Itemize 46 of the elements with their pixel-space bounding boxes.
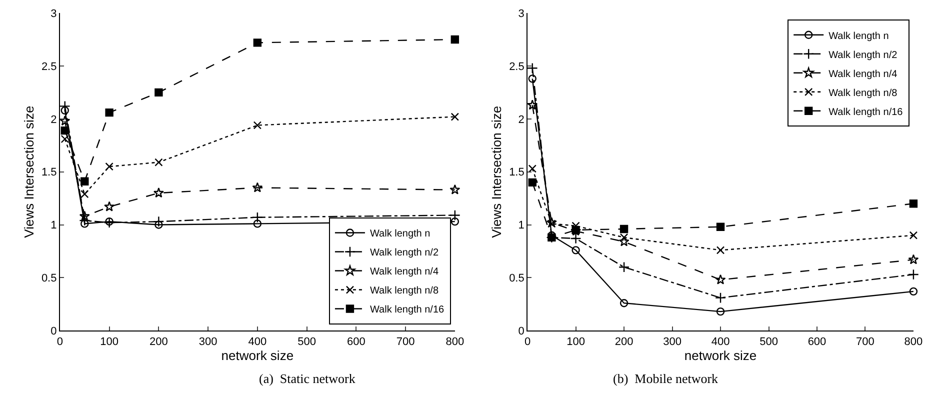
y-tick-label: 1.5: [509, 166, 524, 179]
legend-label: Walk length n/4: [828, 68, 898, 80]
x-tick-label: 300: [198, 336, 218, 348]
x-tick-label: 100: [100, 336, 118, 348]
y-tick-label: 1.5: [41, 166, 57, 179]
y-tick-label: 3: [518, 8, 524, 20]
x-tick-label: 300: [663, 336, 682, 348]
x-tick-label: 500: [298, 336, 316, 348]
text: (a) Static network: [259, 371, 356, 386]
legend-label: Walk length n/8: [828, 88, 898, 99]
legend-label: Walk length n/16: [370, 304, 445, 316]
y-tick-label: 3: [50, 8, 57, 20]
x-tick-label: 400: [711, 336, 730, 348]
legend-label: Walk length n/2: [828, 50, 898, 61]
x-tick-label: 200: [150, 336, 168, 348]
y-tick-label: 0.5: [41, 272, 57, 285]
y-tick-label: 2.5: [41, 60, 57, 73]
x-tick-label: 400: [248, 336, 267, 348]
x-tick-label: 700: [396, 336, 415, 348]
y-tick-label: 0.5: [509, 272, 524, 285]
x-tick-label: 600: [808, 336, 826, 348]
legend-label: Walk length n: [828, 30, 889, 42]
x-tick-label: 600: [347, 336, 366, 348]
legend-label: Walk length n/16: [828, 106, 904, 118]
y-tick-label: 2: [50, 114, 57, 126]
x-tick-label: 800: [446, 336, 464, 348]
x-tick-label: 200: [614, 336, 634, 348]
legend-label: Walk length n: [370, 228, 430, 240]
x-tick-label: 100: [566, 336, 585, 348]
x-axis-title: network size: [221, 348, 294, 363]
x-tick-label: 700: [856, 336, 874, 348]
y-tick-label: 1: [50, 220, 57, 232]
legend-label: Walk length n/8: [370, 286, 439, 297]
x-tick-label: 500: [760, 336, 778, 348]
y-tick-label: 0: [518, 325, 524, 338]
x-axis-title: network size: [684, 348, 757, 363]
y-axis-title: Views Intersection size: [489, 106, 504, 238]
y-tick-label: 1: [518, 220, 524, 232]
legend-label: Walk length n/4: [370, 266, 439, 278]
legend-label: Walk length n/2: [370, 248, 439, 259]
y-tick-label: 0: [50, 325, 57, 338]
x-tick-label: 800: [904, 336, 923, 348]
text: (b) Mobile network: [613, 371, 719, 386]
y-tick-label: 2.5: [509, 60, 524, 73]
y-axis-title: Views Intersection size: [21, 106, 36, 238]
y-tick-label: 2: [518, 114, 524, 126]
